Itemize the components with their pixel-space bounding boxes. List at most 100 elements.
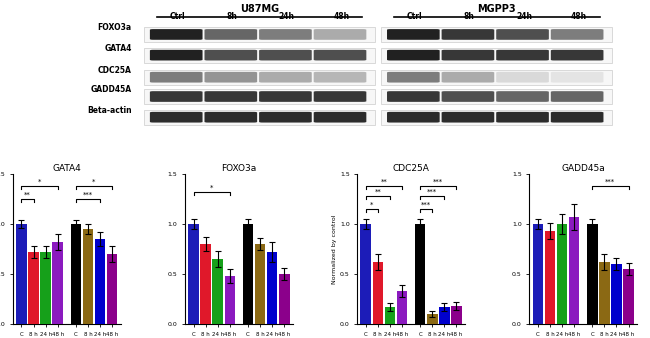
FancyBboxPatch shape [551, 50, 603, 61]
Bar [385, 308, 395, 324]
Bar [53, 242, 63, 324]
Bar [16, 224, 27, 324]
Text: ***: *** [433, 179, 443, 185]
Text: **: ** [24, 192, 31, 198]
Bar [611, 264, 622, 324]
Bar [144, 48, 375, 63]
Bar [144, 89, 375, 104]
Bar [71, 224, 81, 324]
Bar [213, 259, 223, 324]
FancyBboxPatch shape [496, 72, 549, 82]
Bar [255, 244, 265, 324]
FancyBboxPatch shape [205, 50, 257, 61]
FancyBboxPatch shape [259, 72, 312, 82]
FancyBboxPatch shape [259, 29, 312, 40]
FancyBboxPatch shape [205, 72, 257, 82]
Title: FOXO3a: FOXO3a [221, 164, 257, 173]
FancyBboxPatch shape [496, 50, 549, 61]
Text: ***: *** [83, 192, 93, 198]
FancyBboxPatch shape [441, 112, 494, 123]
Bar [279, 274, 289, 324]
Bar [451, 307, 462, 324]
FancyBboxPatch shape [205, 112, 257, 123]
Text: U87MG: U87MG [240, 4, 279, 14]
FancyBboxPatch shape [150, 112, 203, 123]
Bar [381, 110, 612, 125]
Bar [396, 291, 408, 324]
Text: 24h: 24h [279, 12, 295, 21]
Bar [28, 252, 39, 324]
Bar [144, 27, 375, 42]
FancyBboxPatch shape [259, 50, 312, 61]
Bar [144, 110, 375, 125]
Text: CDC25A: CDC25A [98, 66, 131, 75]
Bar [415, 224, 425, 324]
Bar [623, 269, 634, 324]
Bar [532, 224, 543, 324]
Text: 48h: 48h [333, 12, 350, 21]
Text: Ctrl: Ctrl [407, 12, 422, 21]
FancyBboxPatch shape [441, 72, 494, 82]
Text: *: * [92, 179, 96, 185]
Bar [200, 244, 211, 324]
FancyBboxPatch shape [387, 50, 439, 61]
Bar [242, 224, 254, 324]
Text: *: * [38, 179, 42, 185]
FancyBboxPatch shape [441, 91, 494, 102]
Text: *: * [370, 202, 374, 208]
Text: *: * [210, 185, 213, 191]
FancyBboxPatch shape [314, 91, 367, 102]
Title: GADD45a: GADD45a [562, 164, 605, 173]
FancyBboxPatch shape [387, 29, 439, 40]
Bar [381, 27, 612, 42]
FancyBboxPatch shape [314, 29, 367, 40]
Text: ***: *** [421, 202, 431, 208]
Bar [557, 224, 567, 324]
FancyBboxPatch shape [496, 112, 549, 123]
Bar [83, 229, 93, 324]
FancyBboxPatch shape [259, 91, 312, 102]
FancyBboxPatch shape [314, 112, 367, 123]
Bar [439, 308, 450, 324]
FancyBboxPatch shape [441, 50, 494, 61]
Bar [95, 239, 105, 324]
Text: MGPP3: MGPP3 [477, 4, 516, 14]
FancyBboxPatch shape [150, 50, 203, 61]
Text: GATA4: GATA4 [104, 44, 131, 53]
Text: GADD45A: GADD45A [90, 86, 131, 95]
Bar [361, 224, 371, 324]
FancyBboxPatch shape [551, 29, 603, 40]
FancyBboxPatch shape [441, 29, 494, 40]
Bar [372, 262, 383, 324]
Bar [381, 70, 612, 84]
Bar [225, 276, 235, 324]
Bar [188, 224, 199, 324]
Text: **: ** [380, 179, 387, 185]
FancyBboxPatch shape [551, 72, 603, 82]
FancyBboxPatch shape [150, 91, 203, 102]
FancyBboxPatch shape [314, 50, 367, 61]
Title: GATA4: GATA4 [53, 164, 81, 173]
FancyBboxPatch shape [387, 112, 439, 123]
Bar [569, 217, 579, 324]
Text: **: ** [374, 189, 381, 195]
FancyBboxPatch shape [259, 112, 312, 123]
Bar [381, 89, 612, 104]
Bar [144, 70, 375, 84]
Bar [587, 224, 597, 324]
Text: Beta-actin: Beta-actin [87, 106, 131, 115]
FancyBboxPatch shape [314, 72, 367, 82]
FancyBboxPatch shape [551, 112, 603, 123]
Bar [381, 48, 612, 63]
Text: 48h: 48h [571, 12, 586, 21]
Title: CDC25A: CDC25A [393, 164, 430, 173]
FancyBboxPatch shape [496, 29, 549, 40]
Bar [40, 252, 51, 324]
FancyBboxPatch shape [205, 91, 257, 102]
FancyBboxPatch shape [150, 29, 203, 40]
FancyBboxPatch shape [551, 91, 603, 102]
Bar [107, 254, 118, 324]
Text: FOXO3a: FOXO3a [98, 23, 131, 32]
Text: ***: *** [427, 189, 437, 195]
FancyBboxPatch shape [496, 91, 549, 102]
